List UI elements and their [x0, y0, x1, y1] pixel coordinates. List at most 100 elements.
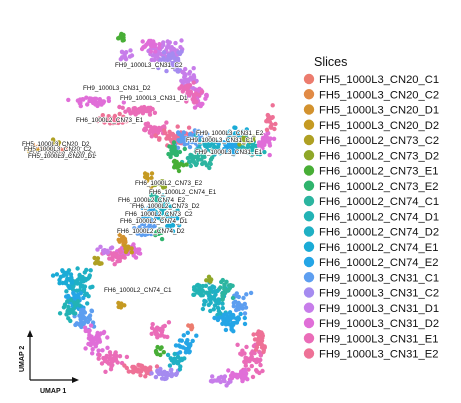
scatter-point [105, 249, 111, 255]
scatter-point [166, 211, 171, 216]
scatter-point [157, 45, 162, 51]
legend-label: FH5_1000L3_CN20_D1 [319, 105, 439, 117]
scatter-point [221, 318, 226, 323]
scatter-point [113, 352, 118, 358]
scatter-point [139, 232, 144, 238]
scatter-point [178, 161, 183, 167]
scatter-point [132, 106, 138, 111]
scatter-point [252, 337, 258, 342]
legend-label: FH9_1000L3_CN31_D2 [319, 318, 439, 330]
scatter-point [202, 298, 207, 304]
scatter-point [211, 285, 217, 290]
scatter-point [122, 363, 127, 368]
scatter-point [254, 345, 260, 350]
scatter-point [237, 142, 242, 147]
scatter-point [120, 38, 125, 43]
scatter-point [117, 239, 122, 244]
scatter-point [166, 56, 172, 62]
scatter-point [200, 101, 205, 107]
scatter-point [192, 97, 197, 102]
scatter-point [203, 96, 208, 101]
scatter-point [169, 373, 175, 378]
scatter-point [166, 151, 171, 157]
scatter-point [165, 45, 170, 50]
scatter-point [260, 342, 265, 348]
scatter-point [168, 204, 173, 209]
scatter-point [161, 50, 167, 55]
scatter-point [136, 107, 141, 112]
scatter-point [155, 344, 160, 350]
scatter-point [244, 127, 249, 132]
scatter-point [171, 133, 177, 139]
legend: Slices FH5_1000L3_CN20_C1FH5_1000L3_CN20… [303, 55, 439, 361]
scatter-point [190, 338, 195, 344]
scatter-point [116, 304, 121, 310]
scatter-point [193, 133, 199, 138]
scatter-point [85, 301, 90, 306]
scatter-point [110, 362, 115, 368]
cluster-label: FH9_1000L3_CN31_D2 [83, 85, 151, 92]
scatter-point [62, 302, 68, 307]
legend-swatch [303, 165, 315, 176]
scatter-point [257, 370, 262, 376]
scatter-point [258, 152, 263, 157]
scatter-point [176, 343, 182, 348]
scatter-point [164, 68, 169, 74]
scatter-point [185, 88, 190, 94]
scatter-point [97, 352, 102, 358]
scatter-point [131, 242, 136, 247]
legend-swatch [303, 134, 315, 146]
scatter-point [234, 372, 239, 377]
legend-swatch [303, 73, 315, 85]
scatter-point [157, 137, 162, 142]
scatter-point [103, 369, 108, 374]
scatter-point [226, 368, 231, 373]
scatter-point [129, 250, 134, 255]
scatter-point [144, 226, 149, 231]
scatter-point [207, 296, 212, 301]
scatter-point [144, 211, 150, 216]
scatter-point [173, 372, 178, 377]
scatter-point [228, 283, 233, 288]
scatter-point [140, 205, 145, 210]
scatter-point [199, 135, 204, 140]
scatter-point [245, 377, 250, 382]
scatter-point [187, 144, 193, 150]
scatter-point [162, 201, 167, 206]
scatter-point [148, 198, 153, 204]
cluster-label: FH9_1000L3_CN31_C2 [115, 62, 183, 69]
scatter-point [227, 145, 232, 150]
x-axis-label: UMAP 1 [40, 388, 66, 395]
scatter-point [202, 154, 207, 160]
scatter-point [165, 334, 170, 340]
scatter-point [177, 350, 183, 355]
scatter-point [174, 159, 179, 165]
scatter-point [233, 125, 238, 130]
scatter-point [68, 277, 73, 283]
scatter-point [243, 305, 249, 310]
scatter-point [66, 283, 71, 289]
scatter-point [117, 232, 122, 237]
scatter-point [149, 171, 155, 176]
scatter-point [158, 333, 163, 338]
scatter-point [191, 292, 197, 297]
scatter-point [142, 216, 147, 221]
scatter-point [226, 287, 231, 292]
scatter-point [160, 179, 165, 184]
scatter-point [133, 112, 138, 117]
scatter-point [251, 134, 256, 139]
scatter-point [227, 132, 232, 137]
cluster-label: FH9_1000L3_CN31_E2 [196, 130, 264, 137]
scatter-point [239, 303, 245, 308]
scatter-point [167, 144, 172, 149]
scatter-point [172, 356, 177, 362]
scatter-point [208, 157, 214, 162]
legend-label: FH6_1000L2_CN74_E1 [319, 242, 438, 254]
scatter-point [156, 65, 161, 71]
scatter-point [179, 357, 185, 363]
scatter-point [153, 374, 159, 380]
scatter-point [143, 230, 148, 235]
cluster-label: FH6_1000L2_CN74_E2 [118, 197, 186, 204]
scatter-point [226, 380, 231, 386]
scatter-point [200, 161, 205, 167]
